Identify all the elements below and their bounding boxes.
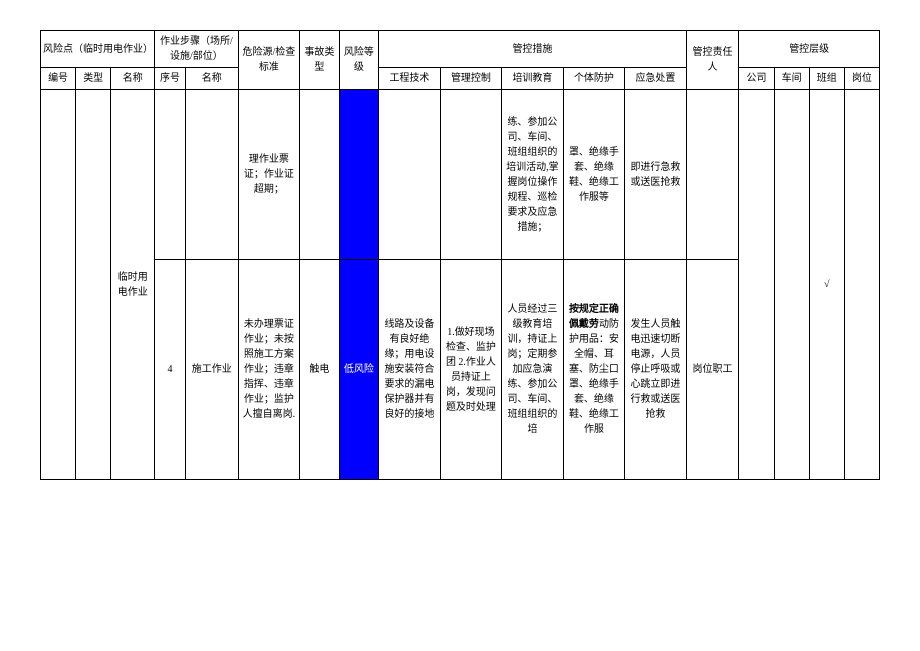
r-company <box>739 90 774 480</box>
r2-hazard: 未办理票证作业；未按照施工方案作业；违章指挥、违章作业；监护人擅自离岗. <box>238 260 300 480</box>
data-row-1: 临时用电作业 理作业票证；作业证超期； 练、参加公司、车间、班组组织的培训活动,… <box>41 90 880 260</box>
r1-accident <box>300 90 340 260</box>
r1-responsible <box>686 90 739 260</box>
hdr-seq: 序号 <box>155 68 186 90</box>
hdr-name2: 名称 <box>185 68 238 90</box>
hdr-hazard: 危险源/检查标准 <box>238 31 300 90</box>
hdr-name: 名称 <box>111 68 155 90</box>
r1-ppe: 罩、绝缘手套、绝缘鞋、绝缘工作服等 <box>563 90 625 260</box>
r2-emergency: 发生人员触电迅速切断电源，人员停止呼吸或心跳立即进行救或送医抢救 <box>625 260 687 480</box>
r2-training: 人员经过三级教育培训，持证上岗；定期参加应急演练、参加公司、车间、班组组织的培 <box>502 260 564 480</box>
r1-risk-level <box>339 90 379 260</box>
r2-ppe: 按规定正确佩戴劳动防护用品：安全帽、耳塞、防尘口罩、绝缘手套、绝缘鞋、绝缘工作服 <box>563 260 625 480</box>
hdr-risk-level: 风险等级 <box>339 31 379 90</box>
r1-hazard: 理作业票证；作业证超期； <box>238 90 300 260</box>
r-post <box>844 90 879 480</box>
r2-accident: 触电 <box>300 260 340 480</box>
risk-assessment-table: 风险点（临时用电作业） 作业步骤（场所/设施/部位） 危险源/检查标准 事故类型… <box>40 30 880 480</box>
hdr-management: 管理控制 <box>440 68 502 90</box>
hdr-team: 班组 <box>809 68 844 90</box>
hdr-emergency: 应急处置 <box>625 68 687 90</box>
hdr-engineering: 工程技术 <box>379 68 441 90</box>
r-type <box>76 90 111 480</box>
hdr-type: 类型 <box>76 68 111 90</box>
hdr-accident: 事故类型 <box>300 31 340 90</box>
hdr-control-level: 管控层级 <box>739 31 880 68</box>
r-number <box>41 90 76 480</box>
header-row-2: 编号 类型 名称 序号 名称 工程技术 管理控制 培训教育 个体防护 应急处置 … <box>41 68 880 90</box>
hdr-workshop: 车间 <box>774 68 809 90</box>
hdr-company: 公司 <box>739 68 774 90</box>
r2-management: 1.做好现场检查、监护团 2.作业人员持证上岗，发现问题及时处理 <box>440 260 502 480</box>
hdr-responsible: 管控责任人 <box>686 31 739 90</box>
r2-engineering: 线路及设备有良好绝缘；用电设施安装符合要求的漏电保护器并有良好的接地 <box>379 260 441 480</box>
r1-management <box>440 90 502 260</box>
hdr-number: 编号 <box>41 68 76 90</box>
r2-risk-level: 低风险 <box>339 260 379 480</box>
r2-step: 施工作业 <box>185 260 238 480</box>
hdr-ppe: 个体防护 <box>563 68 625 90</box>
r2-seq: 4 <box>155 260 186 480</box>
r1-engineering <box>379 90 441 260</box>
r1-training: 练、参加公司、车间、班组组织的培训活动,掌握岗位操作规程、巡检要求及应急措施； <box>502 90 564 260</box>
hdr-work-step: 作业步骤（场所/设施/部位） <box>155 31 238 68</box>
hdr-risk-point: 风险点（临时用电作业） <box>41 31 155 68</box>
r1-seq <box>155 90 186 260</box>
r1-step <box>185 90 238 260</box>
hdr-post: 岗位 <box>844 68 879 90</box>
r-team: √ <box>809 90 844 480</box>
r-workshop <box>774 90 809 480</box>
r2-responsible: 岗位职工 <box>686 260 739 480</box>
r-name: 临时用电作业 <box>111 90 155 480</box>
hdr-measures: 管控措施 <box>379 31 687 68</box>
r2-ppe-rest: 动防护用品：安全帽、耳塞、防尘口罩、绝缘手套、绝缘鞋、绝缘工作服 <box>569 319 619 435</box>
r1-emergency: 即进行急救或送医抢救 <box>625 90 687 260</box>
hdr-training: 培训教育 <box>502 68 564 90</box>
